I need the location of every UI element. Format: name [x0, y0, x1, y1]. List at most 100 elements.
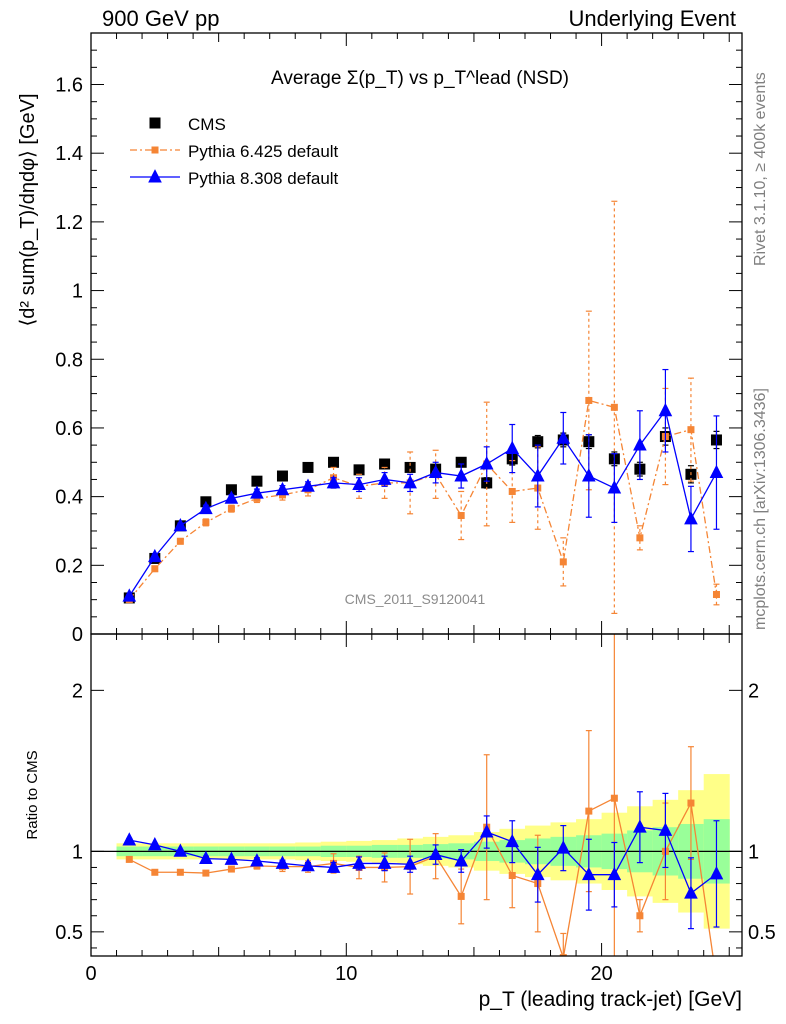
pythia8-point [403, 475, 417, 489]
pythia8-point [250, 485, 264, 499]
ratio-pythia6-point [457, 892, 465, 900]
mcplots-label: mcplots.cern.ch [arXiv:1306.3436] [752, 388, 769, 630]
ratio-pythia6-point [176, 868, 184, 876]
ratio-pythia8-point [148, 837, 162, 851]
cms-point [251, 475, 263, 487]
pythia6-point [610, 403, 618, 411]
main-y-tick-label: 0.2 [55, 555, 83, 577]
main-y-tick-label: 0.6 [55, 418, 83, 440]
pythia8-point [199, 500, 213, 515]
pythia8-point [633, 437, 647, 451]
pythia8-point [301, 478, 315, 492]
pythia6-point [636, 534, 644, 542]
cms-point [276, 470, 288, 482]
pythia8-point [582, 468, 596, 482]
analysis-watermark: CMS_2011_S9120041 [345, 591, 486, 607]
ratio-pythia8-point [607, 866, 622, 881]
pythia8-line [128, 409, 718, 597]
ratio-pythia6-point [713, 977, 720, 984]
cms-point [379, 458, 391, 470]
ratio-pythia8-point [556, 840, 571, 854]
pythia6-point [585, 396, 593, 404]
ratio-pythia8-point [530, 866, 545, 881]
header-energy-label: 900 GeV pp [102, 6, 220, 31]
ratio-pythia6-series [125, 634, 720, 984]
ratio-pythia6-line [129, 797, 714, 956]
legend-pythia8-marker [148, 169, 162, 183]
ratio-pythia8-point [326, 859, 341, 873]
rivet-label: Rivet 3.1.10, ≥ 400k events [752, 72, 769, 266]
ratio-pythia8-point [428, 846, 443, 861]
main-y-tick-label: 1 [72, 281, 83, 303]
pythia8-point [275, 481, 290, 496]
pythia8-point [326, 475, 341, 489]
pythia8-point [224, 490, 239, 504]
plot-title: Average Σ(p_T) vs p_T^lead (NSD) [271, 68, 569, 89]
pythia8-point [428, 464, 443, 479]
cms-point [532, 436, 544, 448]
ratio-pythia8-point [454, 853, 468, 867]
pythia6-point [227, 505, 235, 513]
main-plot-area [122, 200, 724, 614]
pythia8-point [709, 464, 724, 479]
main-y-tick-label: 1.2 [55, 212, 83, 234]
pythia8-point [684, 511, 698, 525]
ratio-pythia8-point [709, 866, 724, 880]
pythia8-point [148, 548, 162, 563]
cms-series [123, 427, 722, 604]
main-y-tick-label: 0.8 [55, 349, 83, 371]
pythia8-point [658, 402, 673, 417]
ratio-pythia6-point [636, 912, 644, 920]
ratio-pythia6-point [227, 865, 235, 873]
ratio-pythia8-point [684, 885, 698, 899]
main-y-tick-label: 0.4 [55, 487, 83, 509]
ratio-y-tick-label-right: 1 [748, 841, 759, 863]
main-y-axis-title: ⟨d² sum(p_T)/dηdφ⟩ [GeV] [17, 93, 39, 326]
ratio-pythia8-point [122, 832, 137, 846]
legend-pythia6-marker [151, 146, 159, 154]
legend: CMS Pythia 6.425 default Pythia 8.308 defa… [130, 115, 339, 188]
main-y-tick-label: 1.4 [55, 143, 83, 165]
ratio-pythia8-point [479, 824, 494, 838]
ratio-pythia6-point [125, 855, 133, 863]
pythia8-point [377, 471, 392, 485]
legend-pythia8-label: Pythia 8.308 default [188, 169, 339, 188]
ratio-pythia6-point [585, 807, 593, 815]
cms-point [225, 484, 237, 496]
ratio-pythia6-point [202, 869, 210, 877]
ratio-y-tick-label-right: 2 [748, 680, 759, 702]
ratio-pythia8-point [658, 822, 673, 836]
ratio-y-tick-label-right: 0.5 [748, 922, 776, 944]
ratio-pythia8-point [633, 819, 647, 833]
header-analysis-label: Underlying Event [568, 6, 736, 31]
pythia6-point [687, 426, 695, 434]
legend-cms-marker [149, 117, 161, 129]
x-tick-label: 0 [85, 963, 96, 985]
pythia6-point [457, 512, 465, 520]
ratio-pythia6-point [559, 954, 567, 956]
ratio-pythia6-point [151, 868, 159, 876]
cms-point [455, 456, 467, 468]
ratio-pythia8-point [250, 853, 264, 867]
ratio-y-axis-title: Ratio to CMS [24, 750, 41, 839]
ratio-pythia8-point [505, 833, 520, 848]
ratio-y-tick-label-left: 1 [72, 841, 83, 863]
pythia6-point [712, 591, 720, 599]
ratio-pythia8-point [224, 851, 239, 865]
pythia8-point [173, 517, 188, 532]
ratio-pythia8-point [352, 855, 366, 869]
cms-point [302, 461, 314, 473]
pythia8-point [556, 430, 571, 444]
ratio-y-tick-label-left: 2 [72, 680, 83, 702]
pythia8-point [122, 588, 137, 602]
main-y-tick-label: 1.6 [55, 75, 83, 97]
ratio-pythia8-series [122, 791, 724, 930]
cms-point [404, 461, 416, 473]
ratio-pythia8-point [403, 856, 417, 870]
main-y-tick-label: 0 [72, 624, 83, 646]
pythia6-point [151, 565, 159, 573]
x-tick-label: 20 [590, 963, 612, 985]
ratio-pythia8-point [275, 855, 290, 869]
pythia6-series [125, 200, 720, 614]
